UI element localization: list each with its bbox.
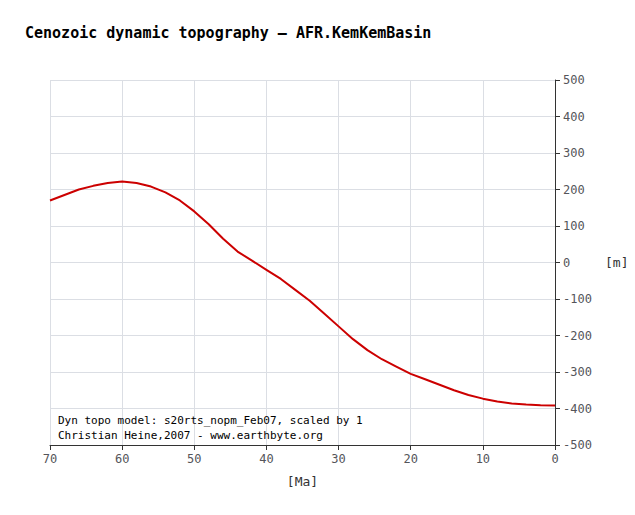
svg-text:[m]: [m] xyxy=(605,255,628,270)
svg-text:300: 300 xyxy=(563,146,585,160)
svg-text:100: 100 xyxy=(563,219,585,233)
svg-text:Cenozoic dynamic topography –: Cenozoic dynamic topography – AFR.KemKem… xyxy=(25,24,431,42)
svg-text:-400: -400 xyxy=(563,402,592,416)
svg-text:-300: -300 xyxy=(563,365,592,379)
svg-text:500: 500 xyxy=(563,73,585,87)
svg-text:-200: -200 xyxy=(563,329,592,343)
svg-text:Dyn topo model: s20rts_nopm_Fe: Dyn topo model: s20rts_nopm_Feb07, scale… xyxy=(58,414,363,427)
svg-text:0: 0 xyxy=(551,452,558,466)
svg-text:Christian Heine,2007 - www.ear: Christian Heine,2007 - www.earthbyte.org xyxy=(58,429,323,442)
svg-text:60: 60 xyxy=(115,452,129,466)
svg-text:70: 70 xyxy=(43,452,57,466)
svg-text:20: 20 xyxy=(403,452,417,466)
svg-text:-500: -500 xyxy=(563,438,592,452)
svg-text:10: 10 xyxy=(476,452,490,466)
svg-text:0: 0 xyxy=(563,256,570,270)
svg-text:200: 200 xyxy=(563,183,585,197)
svg-text:50: 50 xyxy=(187,452,201,466)
svg-text:400: 400 xyxy=(563,110,585,124)
svg-text:40: 40 xyxy=(259,452,273,466)
svg-text:-100: -100 xyxy=(563,292,592,306)
svg-text:30: 30 xyxy=(331,452,345,466)
svg-text:[Ma]: [Ma] xyxy=(287,474,318,489)
